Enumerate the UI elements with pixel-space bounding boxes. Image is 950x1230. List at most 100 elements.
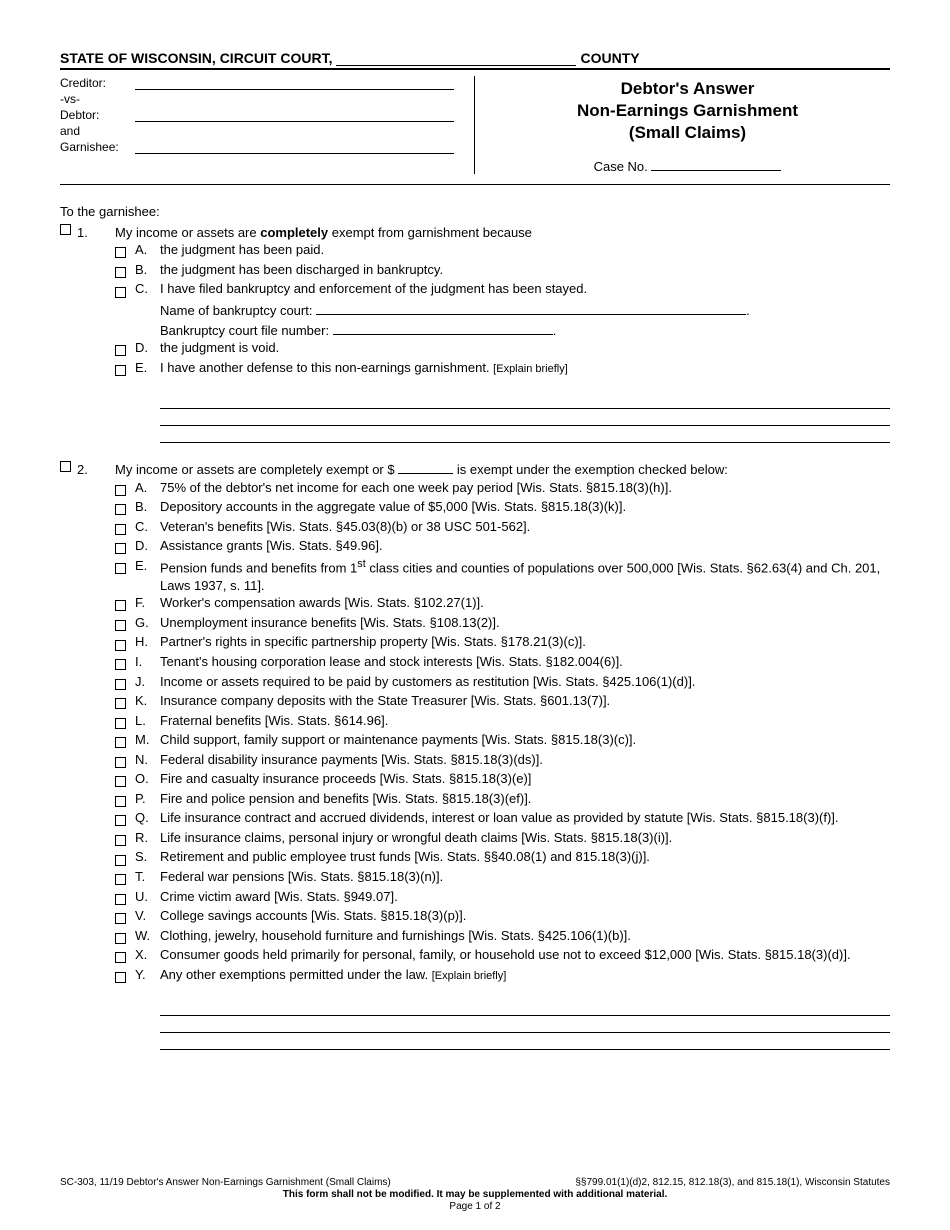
text-2P: Fire and police pension and benefits [Wi… (160, 790, 890, 808)
text-2E-pre: Pension funds and benefits from 1 (160, 560, 357, 575)
body: To the garnishee: 1. My income or assets… (60, 203, 890, 1050)
checkbox-2Y[interactable] (115, 972, 126, 983)
text-1C: I have filed bankruptcy and enforcement … (160, 280, 890, 298)
text-2C: Veteran's benefits [Wis. Stats. §45.03(8… (160, 518, 890, 536)
text-2F: Worker's compensation awards [Wis. Stats… (160, 594, 890, 612)
checkbox-1E[interactable] (115, 365, 126, 376)
text-2H: Partner's rights in specific partnership… (160, 633, 890, 651)
form-title: Debtor's Answer Non-Earnings Garnishment… (485, 78, 890, 144)
write-line-2-1[interactable] (160, 1001, 890, 1016)
checkbox-2T[interactable] (115, 874, 126, 885)
checkbox-2D[interactable] (115, 543, 126, 554)
text-2V: College savings accounts [Wis. Stats. §8… (160, 907, 890, 925)
text-1D: the judgment is void. (160, 339, 890, 357)
write-line-1-1[interactable] (160, 394, 890, 409)
checkbox-2N[interactable] (115, 757, 126, 768)
checkbox-2A[interactable] (115, 485, 126, 496)
text-2R: Life insurance claims, personal injury o… (160, 829, 890, 847)
letter-2L: L. (135, 712, 160, 730)
checkbox-2F[interactable] (115, 600, 126, 611)
text-1E-pre: I have another defense to this non-earni… (160, 360, 493, 375)
text-2E: Pension funds and benefits from 1st clas… (160, 557, 890, 594)
text-2I: Tenant's housing corporation lease and s… (160, 653, 890, 671)
checkbox-2P[interactable] (115, 796, 126, 807)
text-1E-note: [Explain briefly] (493, 363, 568, 375)
text-2N: Federal disability insurance payments [W… (160, 751, 890, 769)
bankruptcy-court-input[interactable] (316, 302, 746, 315)
sup-st: st (357, 558, 365, 570)
bankruptcy-file-input[interactable] (333, 322, 553, 335)
checkbox-2E[interactable] (115, 563, 126, 574)
checkbox-2O[interactable] (115, 776, 126, 787)
and-label: and (60, 124, 130, 138)
text-2D: Assistance grants [Wis. Stats. §49.96]. (160, 537, 890, 555)
footer-page: Page 1 of 2 (60, 1201, 890, 1212)
checkbox-2V[interactable] (115, 913, 126, 924)
checkbox-2H[interactable] (115, 640, 126, 651)
bankruptcy-court-label: Name of bankruptcy court: (160, 303, 312, 318)
creditor-label: Creditor: (60, 76, 130, 90)
letter-2Q: Q. (135, 809, 160, 827)
checkbox-1A[interactable] (115, 247, 126, 258)
s1-post: exempt from garnishment because (328, 225, 532, 240)
checkbox-2M[interactable] (115, 737, 126, 748)
text-2W: Clothing, jewelry, household furniture a… (160, 927, 890, 945)
checkbox-2X[interactable] (115, 952, 126, 963)
checkbox-2J[interactable] (115, 679, 126, 690)
checkbox-2I[interactable] (115, 659, 126, 670)
text-2X: Consumer goods held primarily for person… (160, 946, 890, 964)
checkbox-2B[interactable] (115, 504, 126, 515)
caption-box: Creditor: -vs- Debtor: and Garnishee: De… (60, 70, 890, 185)
letter-2H: H. (135, 633, 160, 651)
garnishee-input[interactable] (135, 140, 454, 154)
s2-post: is exempt under the exemption checked be… (457, 462, 728, 477)
checkbox-2R[interactable] (115, 835, 126, 846)
text-2Y-note: [Explain briefly] (432, 970, 507, 982)
checkbox-1[interactable] (60, 224, 71, 235)
text-2L: Fraternal benefits [Wis. Stats. §614.96]… (160, 712, 890, 730)
debtor-input[interactable] (135, 108, 454, 122)
case-no-input[interactable] (651, 158, 781, 171)
creditor-input[interactable] (135, 76, 454, 90)
checkbox-2W[interactable] (115, 933, 126, 944)
text-2G: Unemployment insurance benefits [Wis. St… (160, 614, 890, 632)
checkbox-2K[interactable] (115, 698, 126, 709)
text-2K: Insurance company deposits with the Stat… (160, 692, 890, 710)
checkbox-2G[interactable] (115, 620, 126, 631)
write-line-1-3[interactable] (160, 428, 890, 443)
section-2-lead: My income or assets are completely exemp… (115, 461, 890, 479)
header-left: STATE OF WISCONSIN, CIRCUIT COURT, (60, 50, 332, 66)
letter-2N: N. (135, 751, 160, 769)
write-line-2-2[interactable] (160, 1018, 890, 1033)
letter-1D: D. (135, 339, 160, 357)
write-line-2-3[interactable] (160, 1035, 890, 1050)
parties-block: Creditor: -vs- Debtor: and Garnishee: (60, 76, 475, 174)
num-2: 2. (77, 461, 88, 479)
letter-2K: K. (135, 692, 160, 710)
letter-2V: V. (135, 907, 160, 925)
section1-explain-lines (160, 394, 890, 443)
county-blank[interactable] (336, 52, 576, 66)
letter-2Y: Y. (135, 966, 160, 984)
checkbox-2U[interactable] (115, 894, 126, 905)
section-2: 2. My income or assets are completely ex… (60, 461, 890, 479)
checkbox-2L[interactable] (115, 718, 126, 729)
checkbox-1C[interactable] (115, 287, 126, 298)
bankruptcy-court-row: Name of bankruptcy court: . (160, 302, 890, 320)
checkbox-2Q[interactable] (115, 815, 126, 826)
checkbox-2C[interactable] (115, 524, 126, 535)
checkbox-1D[interactable] (115, 345, 126, 356)
text-2B: Depository accounts in the aggregate val… (160, 498, 890, 516)
write-line-1-2[interactable] (160, 411, 890, 426)
title-line2: Non-Earnings Garnishment (577, 101, 798, 120)
bankruptcy-file-row: Bankruptcy court file number: . (160, 322, 890, 340)
text-2M: Child support, family support or mainten… (160, 731, 890, 749)
letter-2C: C. (135, 518, 160, 536)
letter-2U: U. (135, 888, 160, 906)
checkbox-2S[interactable] (115, 855, 126, 866)
exempt-amount-input[interactable] (398, 461, 453, 474)
footer-right: §§799.01(1)(d)2, 812.15, 812.18(3), and … (575, 1177, 890, 1188)
checkbox-2[interactable] (60, 461, 71, 472)
letter-2W: W. (135, 927, 160, 945)
checkbox-1B[interactable] (115, 267, 126, 278)
